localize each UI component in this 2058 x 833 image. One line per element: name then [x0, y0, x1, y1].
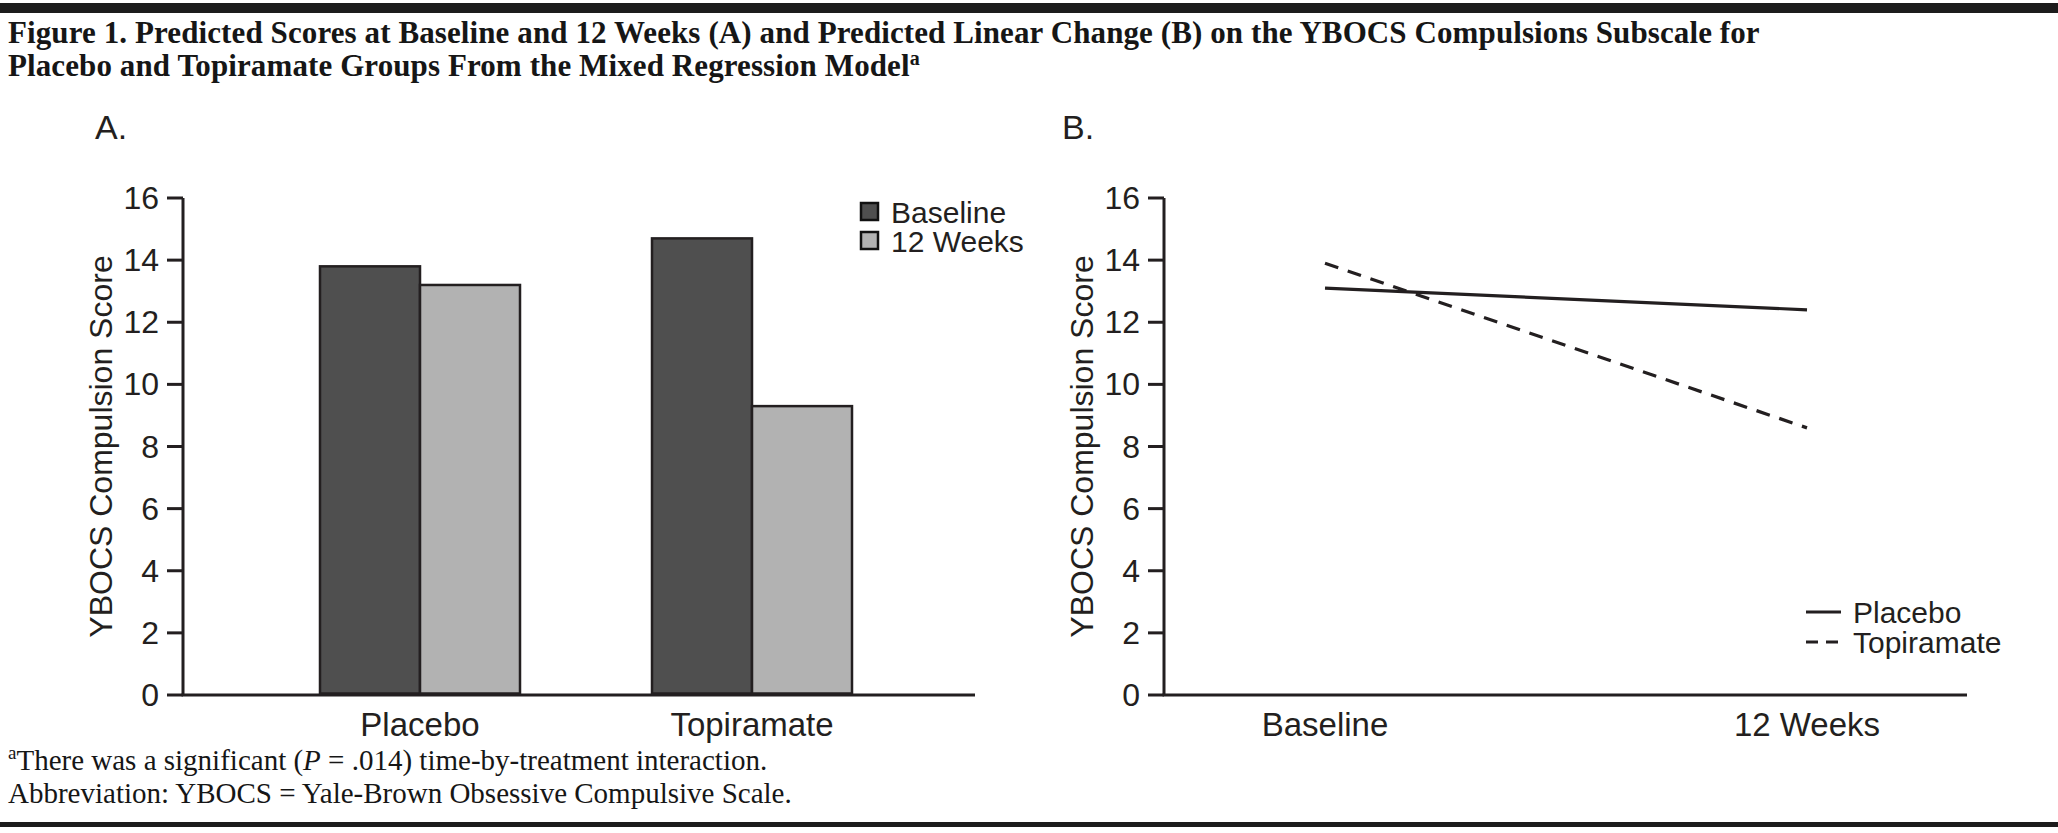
bar-topiramate-baseline — [652, 238, 752, 693]
y-tick-label: 6 — [141, 491, 159, 527]
y-tick-label: 4 — [141, 553, 159, 589]
y-tick-label: 16 — [1104, 180, 1140, 216]
legend-label: 12 Weeks — [891, 225, 1024, 258]
legend-label: Topiramate — [1853, 626, 2001, 659]
footnote-abbreviation: Abbreviation: YBOCS = Yale-Brown Obsessi… — [8, 777, 792, 810]
y-tick-label: 10 — [1104, 366, 1140, 402]
y-tick-label: 8 — [1122, 429, 1140, 465]
bar-chart-panel-a: 0 2 4 6 8 10 12 14 16 YBOCS Compulsion Score Place… — [83, 180, 1024, 743]
y-axis-title: YBOCS Compulsion Score — [83, 255, 119, 637]
footnote-italic-p: P — [303, 744, 321, 776]
legend-swatch-12-weeks — [861, 232, 878, 249]
x-category-label-12-weeks: 12 Weeks — [1734, 706, 1880, 743]
legend-label: Placebo — [1853, 596, 1961, 629]
footnote-text-2: = .014) time-by-treatment interaction. — [321, 744, 767, 776]
y-tick-label: 0 — [1122, 677, 1140, 713]
x-category-label-baseline: Baseline — [1262, 706, 1389, 743]
y-tick-label: 12 — [1104, 304, 1140, 340]
legend-panel-a: Baseline12 Weeks — [861, 196, 1024, 258]
legend-swatch-baseline — [861, 203, 878, 220]
y-axis-title: YBOCS Compulsion Score — [1064, 255, 1100, 637]
y-tick-label: 10 — [123, 366, 159, 402]
legend-panel-b: PlaceboTopiramate — [1806, 596, 2001, 659]
figure-charts: 0 2 4 6 8 10 12 14 16 YBOCS Compulsion Score Place… — [0, 0, 2058, 833]
y-tick-label: 16 — [123, 180, 159, 216]
y-tick-label: 6 — [1122, 491, 1140, 527]
footnote-text: There was a significant ( — [16, 744, 303, 776]
y-tick-label: 12 — [123, 304, 159, 340]
bottom-rule — [0, 822, 2058, 827]
y-tick-label: 14 — [1104, 242, 1140, 278]
line-topiramate — [1325, 263, 1807, 428]
line-placebo — [1325, 288, 1807, 310]
y-tick-label: 2 — [141, 615, 159, 651]
figure-page: Figure 1. Predicted Scores at Baseline a… — [0, 0, 2058, 833]
y-tick-label: 14 — [123, 242, 159, 278]
y-tick-label: 2 — [1122, 615, 1140, 651]
x-category-label-topiramate: Topiramate — [670, 706, 833, 743]
y-tick-label: 0 — [141, 677, 159, 713]
bar-topiramate-12-weeks — [752, 406, 852, 693]
footnote-significance: aThere was a significant (P = .014) time… — [8, 744, 767, 777]
bar-placebo-baseline — [320, 266, 420, 693]
line-chart-panel-b: 0 2 4 6 8 10 12 14 16 YBOCS Compulsion Score Basel… — [1064, 180, 2001, 743]
y-tick-label: 8 — [141, 429, 159, 465]
x-category-label-placebo: Placebo — [360, 706, 479, 743]
bar-placebo-12-weeks — [420, 285, 520, 694]
y-tick-label: 4 — [1122, 553, 1140, 589]
